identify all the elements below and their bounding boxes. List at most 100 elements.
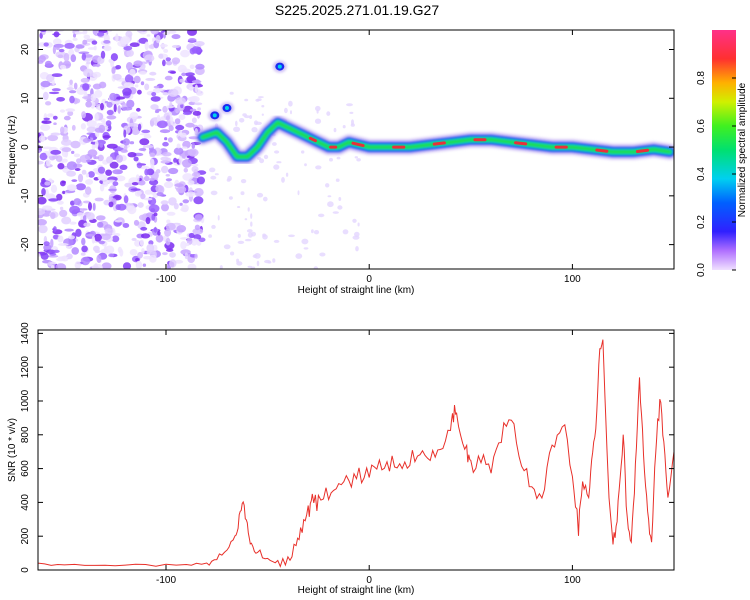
noise-speck (136, 107, 141, 112)
noise-speck (159, 44, 168, 48)
noise-speck (187, 96, 198, 102)
noise-speck (75, 183, 86, 191)
noise-speck (85, 186, 92, 195)
colorbar-gradient (712, 30, 736, 270)
noise-speck (108, 253, 115, 258)
noise-speck (149, 71, 157, 76)
noise-speck (106, 115, 117, 120)
noise-speck (165, 174, 170, 177)
noise-speck (185, 122, 195, 128)
noise-speck (135, 258, 140, 262)
noise-speck (150, 96, 161, 102)
noise-speck (311, 229, 314, 234)
noise-speck (131, 237, 137, 241)
noise-speck (342, 125, 346, 129)
noise-speck (45, 101, 52, 106)
noise-speck (129, 141, 135, 145)
noise-speck (50, 184, 58, 193)
noise-speck (66, 87, 74, 91)
noise-speck (288, 100, 293, 107)
noise-speck (92, 83, 102, 90)
spectrogram-y-label: Frequency (Hz) (7, 116, 18, 185)
y-tick-label: 200 (20, 527, 31, 544)
noise-speck (176, 225, 187, 233)
noise-speck (145, 217, 151, 225)
noise-speck (178, 114, 186, 120)
blob-core (277, 64, 282, 69)
noise-speck (53, 234, 59, 240)
noise-speck (256, 260, 260, 267)
noise-speck (45, 60, 52, 67)
noise-speck (119, 248, 124, 257)
noise-speck (193, 188, 204, 197)
noise-speck (122, 223, 130, 228)
noise-speck (169, 259, 177, 268)
spectrogram-y-ticks: -20 -10 0 10 20 (20, 44, 674, 252)
noise-speck (78, 51, 90, 55)
noise-speck (81, 111, 86, 119)
noise-speck (337, 205, 343, 210)
noise-speck (73, 33, 76, 38)
noise-speck (50, 132, 61, 136)
noise-speck (99, 142, 104, 148)
spectrogram-ridge (194, 114, 674, 165)
noise-speck (134, 190, 142, 197)
noise-speck (264, 259, 271, 264)
noise-speck (182, 111, 192, 116)
noise-speck (272, 142, 277, 146)
noise-speck (139, 138, 150, 146)
noise-speck (301, 150, 305, 154)
noise-speck (106, 101, 113, 108)
noise-speck (156, 192, 164, 197)
noise-speck (133, 219, 140, 226)
noise-speck (40, 252, 49, 260)
x-tick-label: 0 (366, 575, 372, 586)
noise-speck (100, 102, 104, 111)
noise-speck (38, 253, 41, 257)
noise-speck (325, 183, 330, 188)
noise-speck (112, 169, 123, 175)
noise-speck (74, 168, 81, 171)
noise-speck (290, 110, 292, 115)
noise-speck (178, 156, 183, 165)
noise-speck (86, 126, 97, 133)
noise-speck (168, 125, 174, 132)
y-tick-label: 1400 (20, 322, 31, 345)
noise-speck (136, 30, 144, 33)
noise-speck (117, 86, 127, 89)
noise-speck (174, 183, 184, 188)
noise-speck (69, 90, 77, 94)
noise-speck (40, 80, 51, 88)
noise-speck (143, 197, 153, 201)
noise-speck (110, 53, 118, 62)
noise-speck (168, 197, 177, 206)
noise-speck (126, 99, 135, 109)
noise-speck (103, 40, 111, 44)
noise-speck (352, 218, 357, 223)
noise-speck (136, 162, 143, 169)
noise-speck (162, 141, 169, 147)
noise-speck (94, 112, 99, 122)
noise-speck (113, 104, 117, 113)
noise-speck (38, 160, 44, 165)
noise-speck (92, 202, 96, 211)
noise-speck (301, 238, 309, 245)
noise-speck (144, 83, 150, 91)
noise-speck (181, 72, 187, 77)
noise-speck (71, 247, 79, 255)
noise-speck (189, 64, 195, 70)
ridge-band-green (200, 120, 672, 159)
noise-speck (261, 105, 265, 108)
noise-speck (63, 115, 71, 121)
noise-speck (335, 178, 340, 182)
noise-speck (70, 140, 81, 149)
noise-speck (155, 169, 161, 174)
noise-speck (38, 219, 47, 226)
noise-speck (262, 233, 266, 237)
noise-speck (50, 264, 55, 269)
y-tick-label: -20 (20, 237, 31, 252)
noise-speck (250, 231, 256, 237)
noise-speck (191, 142, 196, 149)
noise-speck (38, 208, 46, 216)
noise-speck (346, 103, 353, 107)
